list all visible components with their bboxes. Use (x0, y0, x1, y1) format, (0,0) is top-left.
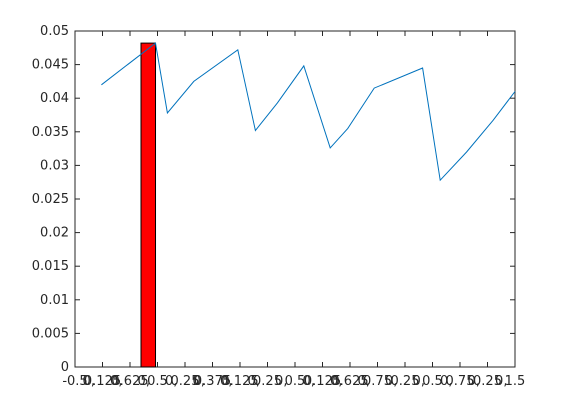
x-tick-label: 0.25 (391, 374, 420, 389)
x-tick-label: 0.125 (221, 374, 258, 389)
y-tick-label: 0.04 (40, 91, 69, 106)
x-tick-label: 0.125 (304, 374, 341, 389)
x-tick-label: 0.75 (363, 374, 392, 389)
x-tick-label-fragment: 0, (248, 374, 260, 389)
x-tick-label: -0.5 (62, 374, 87, 389)
x-tick-label-fragment: 0, (440, 374, 452, 389)
y-tick-label: 0 (61, 360, 69, 375)
x-tick-label-fragment: 0, (138, 374, 150, 389)
y-tick-label: 0.005 (32, 326, 69, 341)
y-axis: 0 0.005 0.01 0.015 0.02 0.025 0.03 0.035 0.04 0.0… (32, 24, 515, 375)
x-tick-label-fragment: 0, (495, 374, 507, 389)
x-tick-label-fragment: 0, (330, 374, 342, 389)
x-tick-label-fragment: 0, (110, 374, 122, 389)
y-tick-label: 0.015 (32, 259, 69, 274)
x-tick-label: 1.5 (505, 374, 526, 389)
x-tick-label-fragment: 0, (275, 374, 287, 389)
y-tick-label: 0.05 (40, 24, 69, 39)
y-tick-label: 0.025 (32, 192, 69, 207)
x-tick-label: 0.75 (446, 374, 475, 389)
x-tick-label: 0.25 (171, 374, 200, 389)
x-tick-label: 0.5 (147, 374, 168, 389)
x-tick-label: 0.5 (422, 374, 443, 389)
x-tick-label-fragment: 0, (385, 374, 397, 389)
x-tick-label: 0.5 (285, 374, 306, 389)
x-tick-label-fragment: 0, (193, 374, 205, 389)
x-tick-label-fragment: 0, (165, 374, 177, 389)
x-tick-label: 0.625 (111, 374, 148, 389)
x-tick-label: 0.125 (84, 374, 121, 389)
y-tick-label: 0.03 (40, 158, 69, 173)
x-tick-label-fragment: 0, (83, 374, 95, 389)
x-tick-label: 0.25 (253, 374, 282, 389)
x-tick-label-fragment: 0, (468, 374, 480, 389)
y-tick-label: 0.045 (32, 58, 69, 73)
x-tick-label: 0.375 (194, 374, 231, 389)
y-tick-label: 0.02 (40, 226, 69, 241)
x-tick-label-fragment: 0, (413, 374, 425, 389)
bar (140, 42, 157, 368)
y-tick-label: 0.01 (40, 293, 69, 308)
y-tick-label: 0.035 (32, 125, 69, 140)
x-tick-label: 0.625 (331, 374, 368, 389)
x-tick-label-fragment: 0, (358, 374, 370, 389)
x-tick-label: 0.25 (473, 374, 502, 389)
plot-area (74, 30, 516, 368)
x-tick-label-fragment: 0, (220, 374, 232, 389)
x-tick-label-fragment: 0, (303, 374, 315, 389)
series-line (101, 42, 516, 182)
